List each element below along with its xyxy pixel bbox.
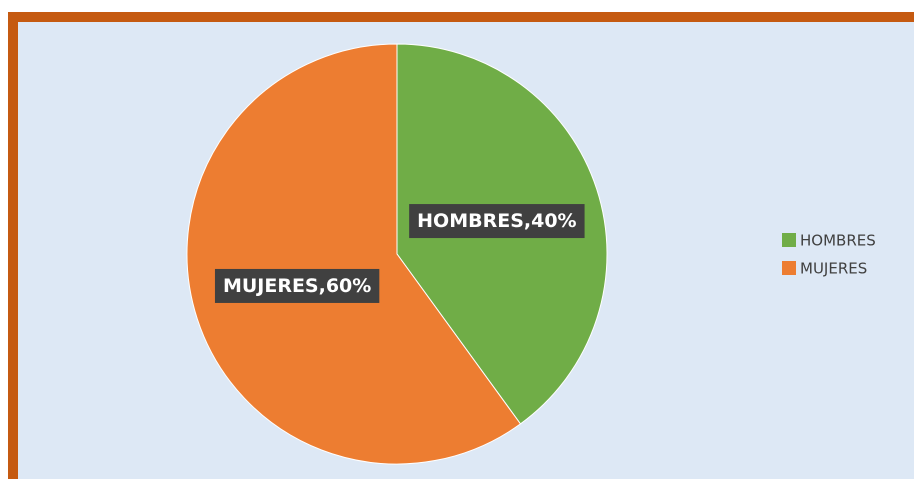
data-label-bg: [409, 204, 585, 239]
legend-swatch: [782, 233, 796, 247]
legend-label: MUJERES: [800, 260, 867, 278]
legend-label: HOMBRES: [800, 232, 876, 250]
data-label: MUJERES,60%: [223, 275, 371, 297]
data-label-bg: [214, 268, 380, 303]
legend-swatch: [782, 261, 796, 275]
pie-slice: [186, 43, 522, 465]
data-label: HOMBRES,40%: [417, 210, 576, 232]
